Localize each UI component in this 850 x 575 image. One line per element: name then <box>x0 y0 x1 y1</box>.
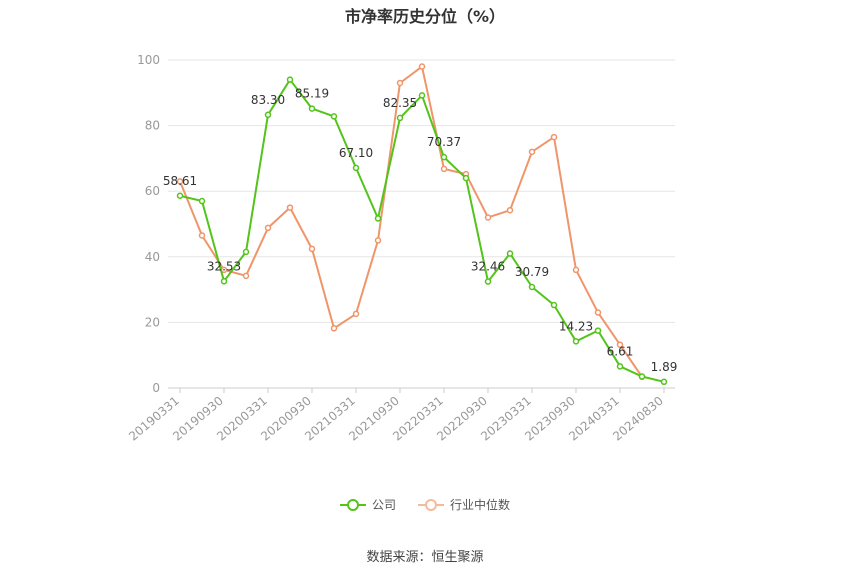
industry-median-point <box>176 178 184 185</box>
industry-median-point <box>396 79 404 87</box>
industry-median-point <box>528 148 536 156</box>
legend: 公司 行业中位数 <box>0 496 850 513</box>
industry-median-point <box>506 206 514 214</box>
data-label: 1.89 <box>651 360 678 374</box>
x-axis: 2019033120190930202003312020093020210331… <box>126 387 675 444</box>
industry-median-point <box>594 309 602 316</box>
company-point <box>308 105 316 112</box>
company-point <box>176 192 184 200</box>
industry-median-point <box>484 214 492 221</box>
company-point <box>484 278 492 285</box>
line-chart: 0 20 40 60 80 100 201903312019093020200331202… <box>126 53 678 444</box>
company-point <box>330 113 338 120</box>
industry-median-point <box>352 310 360 318</box>
legend-swatch-company <box>339 498 366 512</box>
company-point <box>352 164 360 172</box>
industry-median-point <box>198 232 206 239</box>
legend-item-industry-median[interactable]: 行业中位数 <box>418 496 510 513</box>
data-label: 82.35 <box>383 96 417 110</box>
company-point <box>660 378 668 386</box>
y-tick-label: 40 <box>145 250 160 264</box>
company-point <box>242 248 250 256</box>
y-tick-label: 80 <box>145 119 160 133</box>
legend-swatch-industry-median <box>418 498 444 512</box>
data-label: 58.61 <box>163 174 197 188</box>
series-layer <box>176 63 668 386</box>
legend-label-company: 公司 <box>371 498 396 512</box>
data-label: 32.46 <box>471 260 505 274</box>
industry-median-point <box>374 237 382 244</box>
industry-median-point <box>286 204 294 211</box>
data-label: 67.10 <box>339 146 373 160</box>
company-point <box>264 111 272 119</box>
y-tick-label: 20 <box>145 315 160 329</box>
industry-median-point <box>242 272 250 280</box>
source-note: 数据来源：恒生聚源 <box>366 550 484 565</box>
industry-median-point <box>440 165 448 173</box>
data-labels: 58.61 32.53 83.30 85.19 67.10 82.35 70.37 32.46… <box>163 87 678 374</box>
y-tick-label: 100 <box>137 53 160 67</box>
grid-lines <box>168 59 675 323</box>
company-point <box>594 327 602 334</box>
y-tick-label: 60 <box>145 184 160 198</box>
data-label: 70.37 <box>427 135 461 149</box>
company-point <box>528 283 536 291</box>
data-label: 30.79 <box>515 265 549 279</box>
industry-median-point <box>330 325 338 332</box>
company-point <box>462 174 470 182</box>
company-point <box>220 278 228 285</box>
chart-title: 市净率历史分位（%） <box>344 7 506 26</box>
industry-median-point <box>550 133 558 141</box>
company-point <box>286 76 294 83</box>
data-label: 85.19 <box>295 87 329 101</box>
legend-label-industry-median: 行业中位数 <box>450 498 511 512</box>
industry-median-point <box>308 245 316 253</box>
company-point <box>374 215 382 222</box>
data-label: 83.30 <box>251 93 285 107</box>
industry-median-point <box>616 341 624 348</box>
data-label: 32.53 <box>207 259 241 273</box>
company-point <box>198 197 206 205</box>
data-label: 14.23 <box>559 319 593 333</box>
company-point <box>440 153 448 161</box>
company-point <box>638 373 646 380</box>
data-label: 6.61 <box>607 344 634 358</box>
industry-median-line <box>179 65 643 378</box>
company-line <box>179 78 665 383</box>
company-point <box>616 363 624 370</box>
industry-median-point <box>418 63 426 70</box>
company-point <box>396 114 404 122</box>
company-point <box>418 92 426 99</box>
y-tick-label: 0 <box>152 381 160 395</box>
legend-item-company[interactable]: 公司 <box>339 496 396 513</box>
industry-median-point <box>572 266 580 274</box>
y-axis: 0 20 40 60 80 100 <box>137 53 160 395</box>
company-point <box>572 338 580 345</box>
company-point <box>506 250 514 257</box>
industry-median-point <box>264 224 272 232</box>
company-point <box>550 301 558 309</box>
